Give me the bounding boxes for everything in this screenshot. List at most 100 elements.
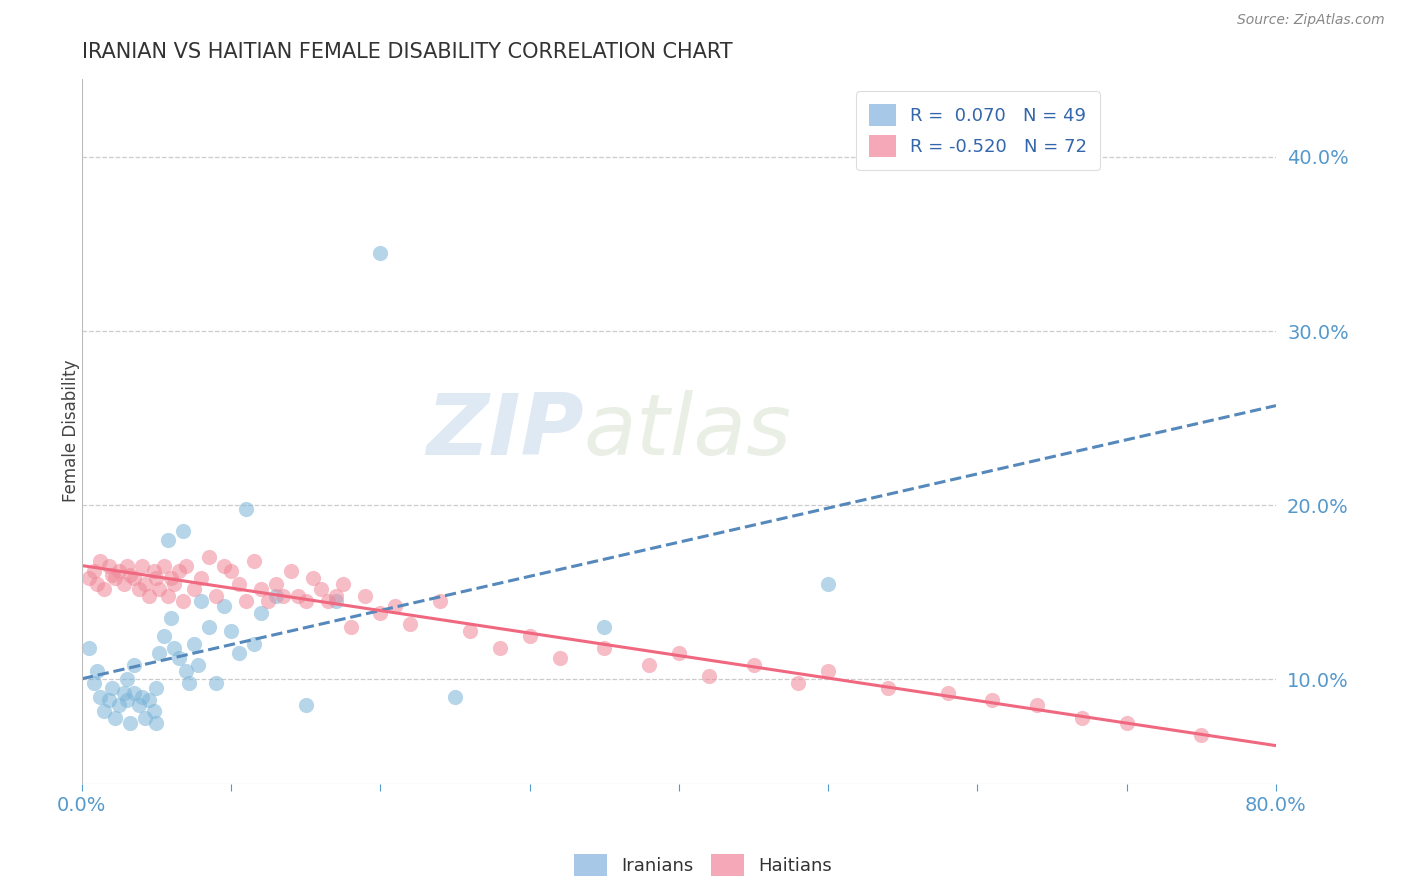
Point <box>264 576 287 591</box>
Point <box>242 637 264 651</box>
Point <box>936 686 959 700</box>
Point <box>316 594 339 608</box>
Point <box>167 651 190 665</box>
Point <box>115 693 138 707</box>
Point <box>302 571 325 585</box>
Point <box>93 582 115 596</box>
Point <box>179 675 201 690</box>
Point <box>160 571 183 585</box>
Point <box>100 681 122 695</box>
Point <box>593 620 616 634</box>
Point <box>817 576 839 591</box>
Point <box>370 606 392 620</box>
Point <box>86 664 108 678</box>
Point <box>219 565 242 579</box>
Point <box>235 594 257 608</box>
Point <box>176 559 198 574</box>
Point <box>134 710 156 724</box>
Point <box>138 693 160 707</box>
Point <box>163 576 186 591</box>
Point <box>242 554 264 568</box>
Point <box>187 658 209 673</box>
Point <box>100 567 122 582</box>
Point <box>519 629 541 643</box>
Point <box>79 571 101 585</box>
Point <box>83 675 105 690</box>
Point <box>697 669 720 683</box>
Point <box>250 606 273 620</box>
Point <box>89 690 111 704</box>
Point <box>115 559 138 574</box>
Point <box>148 582 170 596</box>
Point <box>118 567 141 582</box>
Point <box>118 715 141 730</box>
Point <box>128 582 150 596</box>
Point <box>273 589 295 603</box>
Point <box>183 582 205 596</box>
Point <box>212 559 235 574</box>
Point <box>235 501 257 516</box>
Point <box>172 524 194 539</box>
Point <box>153 629 176 643</box>
Point <box>370 245 392 260</box>
Point <box>142 565 165 579</box>
Point <box>197 550 219 565</box>
Point <box>108 565 131 579</box>
Point <box>399 616 422 631</box>
Point <box>145 681 167 695</box>
Point <box>104 710 127 724</box>
Point <box>86 576 108 591</box>
Point <box>250 582 273 596</box>
Point <box>131 559 153 574</box>
Point <box>190 571 212 585</box>
Point <box>458 624 481 638</box>
Point <box>257 594 280 608</box>
Point <box>228 646 250 660</box>
Point <box>742 658 765 673</box>
Point <box>131 690 153 704</box>
Point <box>787 675 810 690</box>
Point <box>89 554 111 568</box>
Point <box>212 599 235 614</box>
Point <box>93 704 115 718</box>
Point <box>167 565 190 579</box>
Point <box>488 640 510 655</box>
Point <box>160 611 183 625</box>
Point <box>593 640 616 655</box>
Point <box>817 664 839 678</box>
Point <box>104 571 127 585</box>
Point <box>122 658 145 673</box>
Point <box>668 646 690 660</box>
Point <box>205 675 228 690</box>
Point <box>148 646 170 660</box>
Point <box>1026 698 1049 713</box>
Point <box>163 640 186 655</box>
Point <box>176 664 198 678</box>
Point <box>145 571 167 585</box>
Point <box>1071 710 1094 724</box>
Point <box>145 715 167 730</box>
Point <box>79 640 101 655</box>
Point <box>384 599 406 614</box>
Point <box>1189 728 1212 742</box>
Point <box>287 589 309 603</box>
Point <box>112 686 135 700</box>
Point <box>83 565 105 579</box>
Point <box>876 681 898 695</box>
Point <box>1115 715 1137 730</box>
Point <box>183 637 205 651</box>
Point <box>280 565 302 579</box>
Point <box>219 624 242 638</box>
Text: atlas: atlas <box>583 390 792 473</box>
Point <box>157 589 180 603</box>
Point <box>205 589 228 603</box>
Point <box>548 651 571 665</box>
Point <box>325 589 347 603</box>
Point <box>97 559 120 574</box>
Point <box>638 658 661 673</box>
Point <box>157 533 180 547</box>
Point <box>981 693 1004 707</box>
Point <box>325 594 347 608</box>
Point <box>294 594 316 608</box>
Point <box>264 589 287 603</box>
